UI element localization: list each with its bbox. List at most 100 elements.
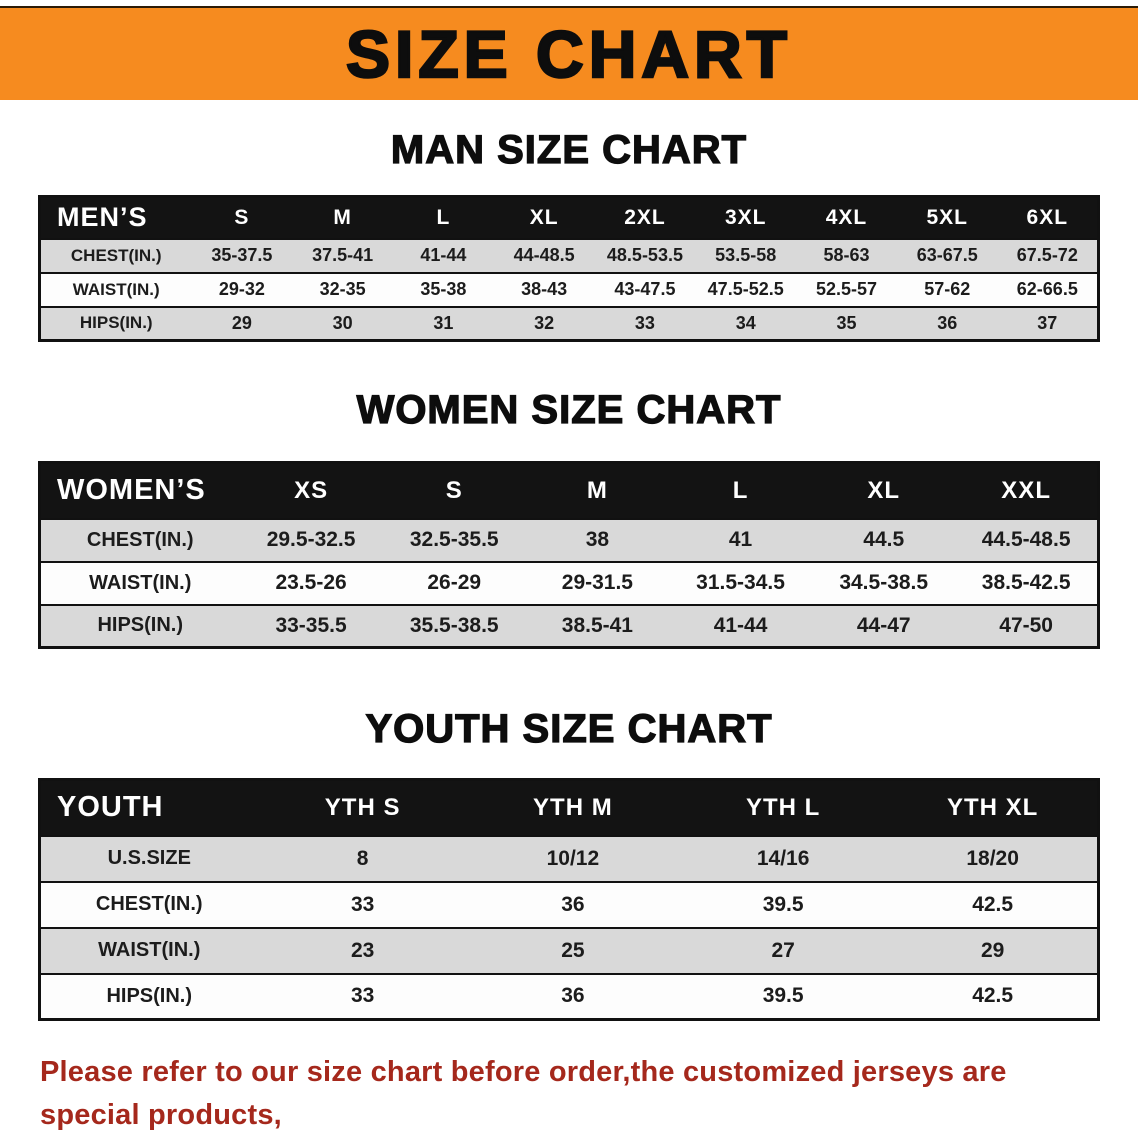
measurement-value-cell: 37.5-41 <box>292 237 394 273</box>
measurement-value-cell: 62-66.5 <box>997 271 1099 307</box>
women-size-chart-heading: WOMEN SIZE CHART <box>356 387 782 432</box>
row-label-cell: CHEST(IN.) <box>39 237 192 273</box>
size-column-header: 5XL <box>926 205 968 229</box>
measurement-value-cell: 37 <box>997 305 1099 341</box>
measurement-value-cell: 32-35 <box>292 271 394 307</box>
man-size-table-container: MEN’S S M L XL 2XL 3XL 4XL 5XL 6XL CHEST(IN.) 35-37… <box>38 195 1100 342</box>
man-size-chart-heading: MAN SIZE CHART <box>390 127 748 172</box>
measurement-value-cell: 44-47 <box>812 603 956 648</box>
measurement-value-cell: 39.5 <box>678 972 889 1020</box>
measurement-value-cell: 38-43 <box>493 271 595 307</box>
row-label-cell: WAIST(IN.) <box>39 926 258 974</box>
table-header-row: YOUTH YTH S YTH M YTH L YTH XL <box>39 779 1099 836</box>
measurement-value-cell: 52.5-57 <box>796 271 897 307</box>
size-column-header: XXL <box>1001 476 1051 504</box>
measurement-value-cell: 30 <box>292 305 394 341</box>
measurement-value-cell: 35-38 <box>393 271 494 307</box>
measurement-value-cell: 41 <box>668 517 813 562</box>
size-column-header: YTH XL <box>946 793 1039 821</box>
size-table: MEN’S S M L XL 2XL 3XL 4XL 5XL 6XL CHEST(IN.) 35-37… <box>38 195 1100 342</box>
table-row: WAIST(IN.) 23.5-26 26-29 29-31.5 31.5-34.5 34… <box>39 560 1099 605</box>
table-title-cell: YOUTH <box>57 791 164 824</box>
measurement-value-cell: 48.5-53.5 <box>594 237 696 273</box>
size-table: YOUTH YTH S YTH M YTH L YTH XL U.S.SIZE 8 10/12… <box>38 778 1100 1021</box>
row-label-cell: HIPS(IN.) <box>39 305 192 341</box>
size-column-header: XS <box>294 476 329 504</box>
measurement-value-cell: 43-47.5 <box>594 271 696 307</box>
table-row: CHEST(IN.) 29.5-32.5 32.5-35.5 38 41 44.5 44.5… <box>39 517 1099 562</box>
measurement-value-cell: 14/16 <box>678 834 889 882</box>
size-table: WOMEN’S XS S M L XL XXL CHEST(IN.) 29.5-32.5 32.5… <box>38 461 1100 649</box>
measurement-value-cell: 33-35.5 <box>239 603 383 648</box>
measurement-value-cell: 58-63 <box>796 237 897 273</box>
measurement-value-cell: 31.5-34.5 <box>668 560 813 605</box>
measurement-value-cell: 47.5-52.5 <box>695 271 797 307</box>
measurement-value-cell: 57-62 <box>896 271 998 307</box>
youth-size-chart-heading: YOUTH SIZE CHART <box>365 706 773 751</box>
youth-size-chart-section: YOUTH SIZE CHART YOUTH YTH S YTH M YTH L YTH… <box>0 706 1138 1021</box>
measurement-value-cell: 63-67.5 <box>896 237 998 273</box>
measurement-value-cell: 35-37.5 <box>191 237 293 273</box>
measurement-value-cell: 29.5-32.5 <box>239 517 383 562</box>
size-column-header: 4XL <box>825 205 868 229</box>
size-column-header: YTH L <box>745 793 821 821</box>
measurement-value-cell: 29-32 <box>191 271 293 307</box>
table-row: U.S.SIZE 8 10/12 14/16 18/20 <box>39 834 1099 882</box>
measurement-value-cell: 32.5-35.5 <box>382 517 526 562</box>
table-row: WAIST(IN.) 29-32 32-35 35-38 38-43 43-47.5 47.… <box>39 271 1099 307</box>
measurement-value-cell: 29 <box>888 926 1099 974</box>
table-row: HIPS(IN.) 33-35.5 35.5-38.5 38.5-41 41-44 44-… <box>39 603 1099 648</box>
measurement-value-cell: 23 <box>257 926 468 974</box>
measurement-value-cell: 41-44 <box>668 603 813 648</box>
measurement-value-cell: 38.5-41 <box>525 603 669 648</box>
size-chart-banner: SIZE CHART <box>0 6 1138 100</box>
size-column-header: M <box>333 205 352 229</box>
size-column-header: L <box>436 205 451 229</box>
order-policy-line-1: Please refer to our size chart before or… <box>40 1056 1007 1131</box>
table-row: WAIST(IN.) 23 25 27 29 <box>39 926 1099 974</box>
row-label-cell: HIPS(IN.) <box>39 603 240 648</box>
measurement-value-cell: 35.5-38.5 <box>382 603 526 648</box>
measurement-value-cell: 67.5-72 <box>997 237 1099 273</box>
measurement-value-cell: 34.5-38.5 <box>812 560 956 605</box>
measurement-value-cell: 23.5-26 <box>239 560 383 605</box>
measurement-value-cell: 36 <box>467 972 678 1020</box>
table-title-cell: MEN’S <box>57 202 148 233</box>
measurement-value-cell: 38 <box>525 517 669 562</box>
size-column-header: M <box>586 476 608 504</box>
women-size-chart-section: WOMEN SIZE CHART WOMEN’S XS S M L XL XXL CHEST(… <box>0 387 1138 649</box>
table-header-row: WOMEN’S XS S M L XL XXL <box>39 462 1099 519</box>
women-size-table-container: WOMEN’S XS S M L XL XXL CHEST(IN.) 29.5-32.5 32.5… <box>38 461 1100 649</box>
measurement-value-cell: 44.5 <box>812 517 956 562</box>
table-title-cell: WOMEN’S <box>57 474 206 507</box>
size-column-header: YTH S <box>324 793 401 821</box>
row-label-cell: HIPS(IN.) <box>39 972 258 1020</box>
size-column-header: S <box>234 205 250 229</box>
measurement-value-cell: 47-50 <box>955 603 1099 648</box>
measurement-value-cell: 44.5-48.5 <box>955 517 1099 562</box>
order-policy-notice: Please refer to our size chart before or… <box>40 1051 1108 1132</box>
measurement-value-cell: 39.5 <box>678 880 889 928</box>
measurement-value-cell: 42.5 <box>888 880 1099 928</box>
table-row: CHEST(IN.) 35-37.5 37.5-41 41-44 44-48.5 48.5… <box>39 237 1099 273</box>
size-column-header: S <box>445 476 463 504</box>
measurement-value-cell: 8 <box>257 834 468 882</box>
measurement-value-cell: 41-44 <box>393 237 494 273</box>
measurement-value-cell: 44-48.5 <box>493 237 595 273</box>
size-column-header: XL <box>867 476 901 504</box>
measurement-value-cell: 10/12 <box>467 834 678 882</box>
measurement-value-cell: 29 <box>191 305 293 341</box>
measurement-value-cell: 31 <box>393 305 494 341</box>
measurement-value-cell: 42.5 <box>888 972 1099 1020</box>
measurement-value-cell: 18/20 <box>888 834 1099 882</box>
measurement-value-cell: 26-29 <box>382 560 526 605</box>
measurement-value-cell: 29-31.5 <box>525 560 669 605</box>
table-row: HIPS(IN.) 33 36 39.5 42.5 <box>39 972 1099 1020</box>
table-row: HIPS(IN.) 29 30 31 32 33 34 35 36 37 <box>39 305 1099 341</box>
row-label-cell: CHEST(IN.) <box>39 517 240 562</box>
row-label-cell: WAIST(IN.) <box>39 271 192 307</box>
measurement-value-cell: 33 <box>257 880 468 928</box>
measurement-value-cell: 34 <box>695 305 797 341</box>
size-column-header: 3XL <box>724 205 767 229</box>
size-column-header: L <box>732 476 749 504</box>
